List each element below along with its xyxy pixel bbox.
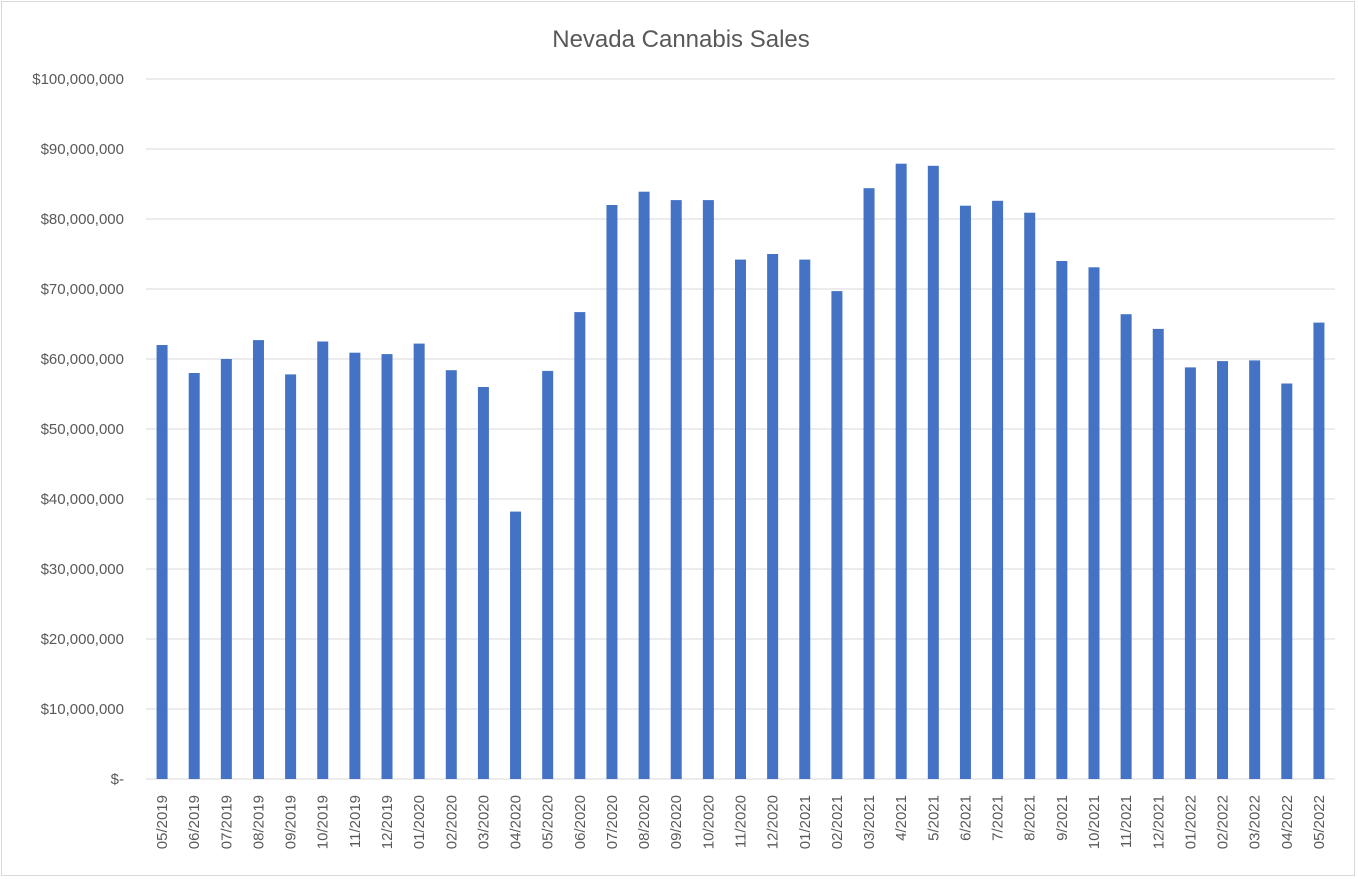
bar xyxy=(574,312,586,779)
bar xyxy=(445,370,457,779)
bar xyxy=(799,259,811,780)
y-tick-label: $100,000,000 xyxy=(32,71,124,88)
x-tick-label: 11/2020 xyxy=(733,795,750,848)
bar xyxy=(702,200,714,780)
x-tick-label: 01/2022 xyxy=(1182,795,1199,849)
x-tick-label: 05/2019 xyxy=(154,795,171,849)
x-tick-label: 09/2020 xyxy=(668,795,685,849)
x-tick-label: 02/2021 xyxy=(829,795,846,849)
x-tick-label: 10/2020 xyxy=(700,795,717,849)
chart-title: Nevada Cannabis Sales xyxy=(552,26,810,53)
x-tick-label: 03/2022 xyxy=(1247,795,1264,849)
y-tick-label: $40,000,000 xyxy=(41,491,124,508)
bar xyxy=(317,341,329,779)
y-tick-label: $30,000,000 xyxy=(41,561,124,578)
y-axis-tick-labels: $- $10,000,000 $20,000,000 $30,000,000 $40,0… xyxy=(32,71,124,788)
y-tick-label: $90,000,000 xyxy=(41,141,124,158)
x-tick-label: 02/2020 xyxy=(443,795,460,849)
x-tick-label: 12/2020 xyxy=(765,795,782,849)
bar xyxy=(381,354,393,779)
x-tick-label: 05/2022 xyxy=(1311,795,1328,849)
x-tick-label: 4/2021 xyxy=(893,795,910,841)
bar xyxy=(831,291,843,779)
bars xyxy=(156,163,1325,780)
bar xyxy=(542,370,554,779)
x-tick-label: 04/2022 xyxy=(1279,795,1296,849)
x-tick-label: 01/2020 xyxy=(411,795,428,849)
bar xyxy=(606,205,618,779)
x-tick-label: 8/2021 xyxy=(1022,795,1039,841)
x-tick-label: 04/2020 xyxy=(508,795,525,849)
y-tick-label: $60,000,000 xyxy=(41,351,124,368)
x-tick-label: 06/2020 xyxy=(572,795,589,849)
x-tick-label: 11/2021 xyxy=(1118,795,1135,848)
x-axis-tick-labels: 05/2019 06/2019 07/2019 08/2019 09/2019 10/20… xyxy=(154,795,1328,849)
x-tick-label: 9/2021 xyxy=(1054,795,1071,841)
bar xyxy=(220,359,232,779)
bar xyxy=(349,352,361,779)
bar xyxy=(1024,212,1036,779)
bar xyxy=(1281,383,1293,779)
y-tick-label: $70,000,000 xyxy=(41,281,124,298)
bar xyxy=(1217,361,1229,779)
x-tick-label: 07/2019 xyxy=(218,795,235,849)
x-tick-label: 07/2020 xyxy=(604,795,621,849)
bar xyxy=(188,373,200,779)
y-tick-label: $- xyxy=(111,771,124,788)
bar xyxy=(1313,322,1325,779)
x-tick-label: 6/2021 xyxy=(957,795,974,841)
bar xyxy=(477,387,489,779)
x-tick-label: 01/2021 xyxy=(797,795,814,849)
x-tick-label: 02/2022 xyxy=(1215,795,1232,849)
bar xyxy=(413,343,425,779)
x-tick-label: 08/2020 xyxy=(636,795,653,849)
x-tick-label: 12/2021 xyxy=(1150,795,1167,849)
bar xyxy=(670,200,682,780)
x-tick-label: 7/2021 xyxy=(990,795,1007,841)
x-tick-label: 05/2020 xyxy=(540,795,557,849)
bar xyxy=(735,259,746,780)
y-tick-label: $80,000,000 xyxy=(41,211,124,228)
bar xyxy=(992,200,1004,780)
x-tick-label: 03/2021 xyxy=(861,795,878,849)
x-tick-label: 03/2020 xyxy=(475,795,492,849)
bar xyxy=(1249,360,1261,779)
bar xyxy=(1184,367,1196,779)
x-tick-label: 5/2021 xyxy=(925,795,942,841)
x-tick-label: 10/2021 xyxy=(1086,795,1103,849)
x-tick-label: 06/2019 xyxy=(186,795,203,849)
y-tick-label: $50,000,000 xyxy=(41,421,124,438)
bar xyxy=(863,188,875,779)
bar xyxy=(927,165,939,780)
bar xyxy=(252,340,264,779)
x-tick-label: 12/2019 xyxy=(379,795,396,849)
x-tick-label: 10/2019 xyxy=(315,795,332,849)
bar xyxy=(895,163,907,779)
bar xyxy=(1056,261,1068,779)
bar xyxy=(156,345,168,779)
x-tick-label: 11/2019 xyxy=(347,795,364,848)
x-tick-label: 09/2019 xyxy=(283,795,300,849)
bar xyxy=(1120,314,1132,779)
y-tick-label: $10,000,000 xyxy=(41,701,124,718)
bar xyxy=(638,191,650,779)
bar xyxy=(510,511,522,779)
bar xyxy=(767,254,779,779)
bar xyxy=(1152,328,1164,779)
bar xyxy=(285,374,297,779)
x-tick-label: 08/2019 xyxy=(250,795,267,849)
bar xyxy=(1088,267,1100,779)
bar xyxy=(959,205,971,779)
y-tick-label: $20,000,000 xyxy=(41,631,124,648)
